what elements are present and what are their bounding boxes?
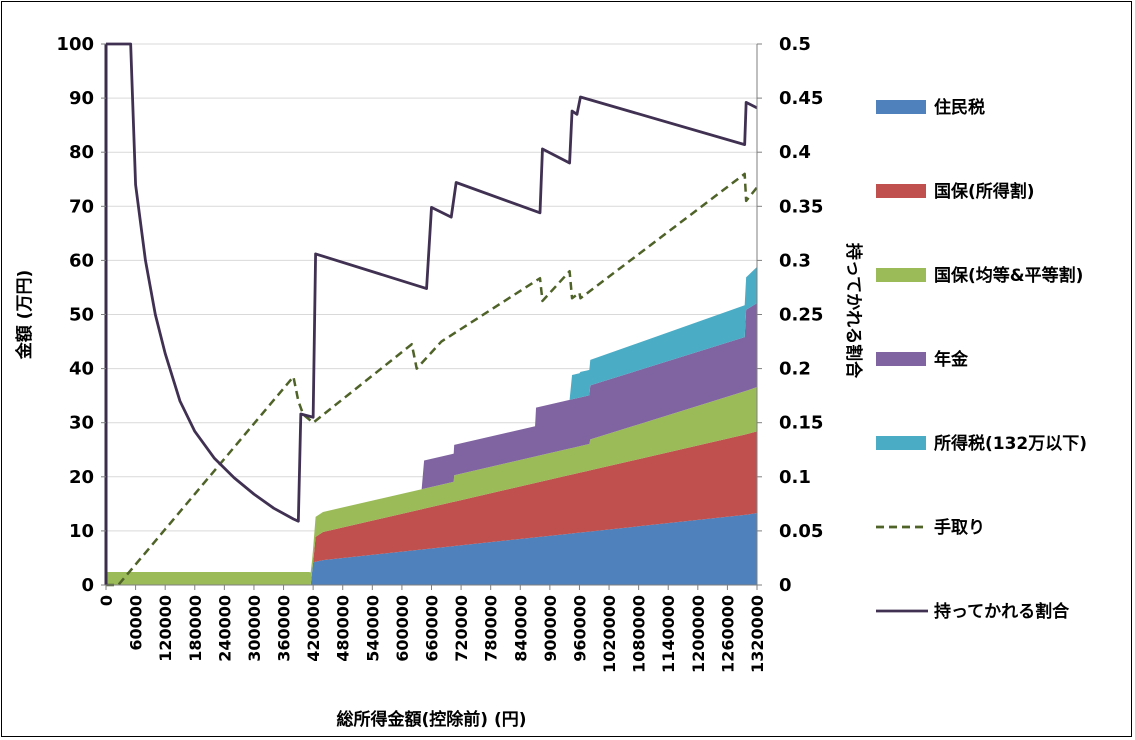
y-tick-label: 100: [56, 34, 94, 55]
y-tick-label: 10: [69, 521, 94, 542]
x-tick-label: 900000: [541, 595, 560, 662]
x-tick-label: 480000: [334, 595, 353, 662]
legend-item: 手取り: [876, 517, 985, 538]
y-tick-label: 70: [69, 196, 94, 217]
legend-item: 住民税: [876, 97, 985, 118]
x-tick-label: 1020000: [600, 595, 619, 673]
legend-swatch: [876, 436, 926, 450]
y2-tick-label: 0.3: [779, 250, 811, 271]
legend-label: 手取り: [934, 517, 985, 538]
y2-tick-label: 0.45: [779, 88, 823, 109]
y-tick-label: 20: [69, 467, 94, 488]
legend-label: 所得税(132万以下): [934, 433, 1087, 454]
x-tick-label: 180000: [186, 595, 205, 662]
legend-swatch: [876, 268, 926, 282]
x-tick-label: 120000: [156, 595, 175, 662]
x-tick-label: 720000: [452, 595, 471, 662]
x-tick-label: 1080000: [630, 595, 649, 673]
x-tick-label: 1320000: [748, 595, 767, 673]
x-tick-label: 840000: [511, 595, 530, 662]
y2-tick-label: 0.15: [779, 413, 823, 434]
x-tick-label: 660000: [423, 595, 442, 662]
area-2: [106, 431, 757, 585]
y2-tick-label: 0.1: [779, 467, 811, 488]
x-tick-label: 600000: [393, 595, 412, 662]
legend-swatch: [876, 100, 926, 114]
legend-item: 国保(所得割): [876, 181, 1035, 202]
y-tick-label: 0: [81, 575, 94, 596]
x-tick-label: 0: [97, 595, 116, 606]
y-tick-label: 50: [69, 305, 94, 326]
legend-label: 年金: [934, 349, 969, 370]
x-tick-label: 960000: [570, 595, 589, 662]
y2-tick-label: 0.05: [779, 521, 823, 542]
legend-label: 住民税: [934, 97, 985, 118]
y-axis-title: 金額 (万円): [14, 270, 35, 360]
y-tick-label: 90: [69, 88, 94, 109]
x-tick-label: 60000: [127, 595, 146, 651]
y2-tick-label: 0.35: [779, 196, 823, 217]
stacked-areas: [106, 266, 757, 585]
legend-item: 持ってかれる割合: [876, 601, 1070, 622]
legend-label: 国保(所得割): [934, 181, 1035, 202]
x-axis-title: 総所得金額(控除前) (円): [337, 709, 527, 730]
y-tick-label: 80: [69, 142, 94, 163]
y2-tick-label: 0.4: [779, 142, 811, 163]
y-tick-label: 40: [69, 359, 94, 380]
x-tick-label: 360000: [275, 595, 294, 662]
x-tick-label: 1260000: [718, 595, 737, 673]
x-tick-label: 240000: [215, 595, 234, 662]
series-line-take-home: [106, 172, 758, 587]
legend-item: 国保(均等&平等割): [876, 265, 1083, 286]
legend-item: 年金: [876, 349, 969, 370]
y2-tick-label: 0: [779, 575, 792, 596]
legend-label: 持ってかれる割合: [934, 601, 1070, 622]
y-tick-label: 60: [69, 250, 94, 271]
legend-swatch: [876, 352, 926, 366]
y2-tick-label: 0.5: [779, 34, 811, 55]
x-tick-label: 1140000: [659, 595, 678, 673]
y-tick-label: 30: [69, 413, 94, 434]
x-tick-label: 780000: [482, 595, 501, 662]
legend-swatch: [876, 184, 926, 198]
legend-label: 国保(均等&平等割): [934, 265, 1083, 286]
series-line-ratio: [106, 42, 758, 523]
y2-tick-label: 0.25: [779, 305, 823, 326]
x-tick-label: 420000: [304, 595, 323, 662]
x-tick-label: 1200000: [689, 595, 708, 673]
area-1: [106, 513, 757, 585]
x-tick-label: 300000: [245, 595, 264, 662]
legend-item: 所得税(132万以下): [876, 433, 1087, 454]
y2-axis-title: 持ってかれる割合: [843, 243, 864, 379]
y2-tick-label: 0.2: [779, 359, 811, 380]
x-tick-label: 540000: [363, 595, 382, 662]
